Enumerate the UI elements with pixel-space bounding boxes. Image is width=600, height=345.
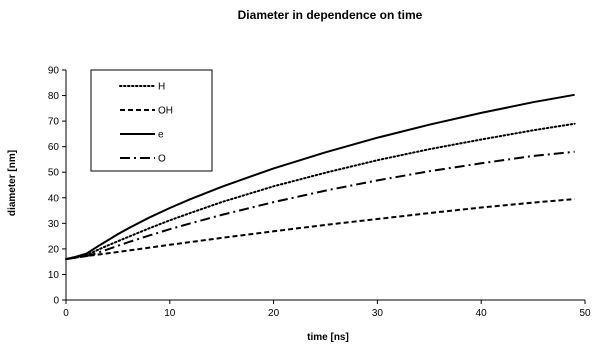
y-tick-label: 90 bbox=[48, 66, 60, 77]
series-line-h bbox=[65, 122, 576, 261]
legend-label-e: e bbox=[158, 130, 164, 141]
series-line-o bbox=[65, 150, 575, 261]
y-tick-label: 70 bbox=[48, 117, 60, 128]
y-tick-label: 40 bbox=[48, 193, 60, 204]
y-axis-label: diameter [nm] bbox=[7, 150, 18, 216]
y-tick-label: 0 bbox=[53, 296, 59, 307]
x-tick-label: 20 bbox=[268, 308, 280, 319]
legend-label-o: O bbox=[158, 154, 166, 165]
y-tick-label: 30 bbox=[48, 219, 60, 230]
series-line-e bbox=[65, 93, 575, 261]
x-tick-label: 40 bbox=[476, 308, 488, 319]
y-tick-label: 20 bbox=[48, 244, 60, 255]
chart-title: Diameter in dependence on time bbox=[238, 8, 423, 22]
legend-label-oh: OH bbox=[158, 106, 173, 117]
x-tick-label: 0 bbox=[63, 308, 69, 319]
y-tick-label: 80 bbox=[48, 91, 60, 102]
x-tick-label: 30 bbox=[372, 308, 384, 319]
series-line-oh bbox=[65, 198, 575, 261]
x-tick-label: 50 bbox=[579, 308, 591, 319]
axes: 0 10 20 30 40 50 60 70 80 90 0 10 20 30 40 50 bbox=[48, 66, 591, 320]
x-axis-label: time [ns] bbox=[307, 332, 349, 343]
y-tick-label: 60 bbox=[48, 142, 60, 153]
x-tick-label: 10 bbox=[164, 308, 176, 319]
legend: H OH e O bbox=[90, 69, 213, 172]
y-tick-label: 10 bbox=[48, 270, 60, 281]
y-tick-label: 50 bbox=[48, 168, 60, 179]
series-layer bbox=[65, 93, 576, 261]
legend-label-h: H bbox=[158, 82, 165, 93]
